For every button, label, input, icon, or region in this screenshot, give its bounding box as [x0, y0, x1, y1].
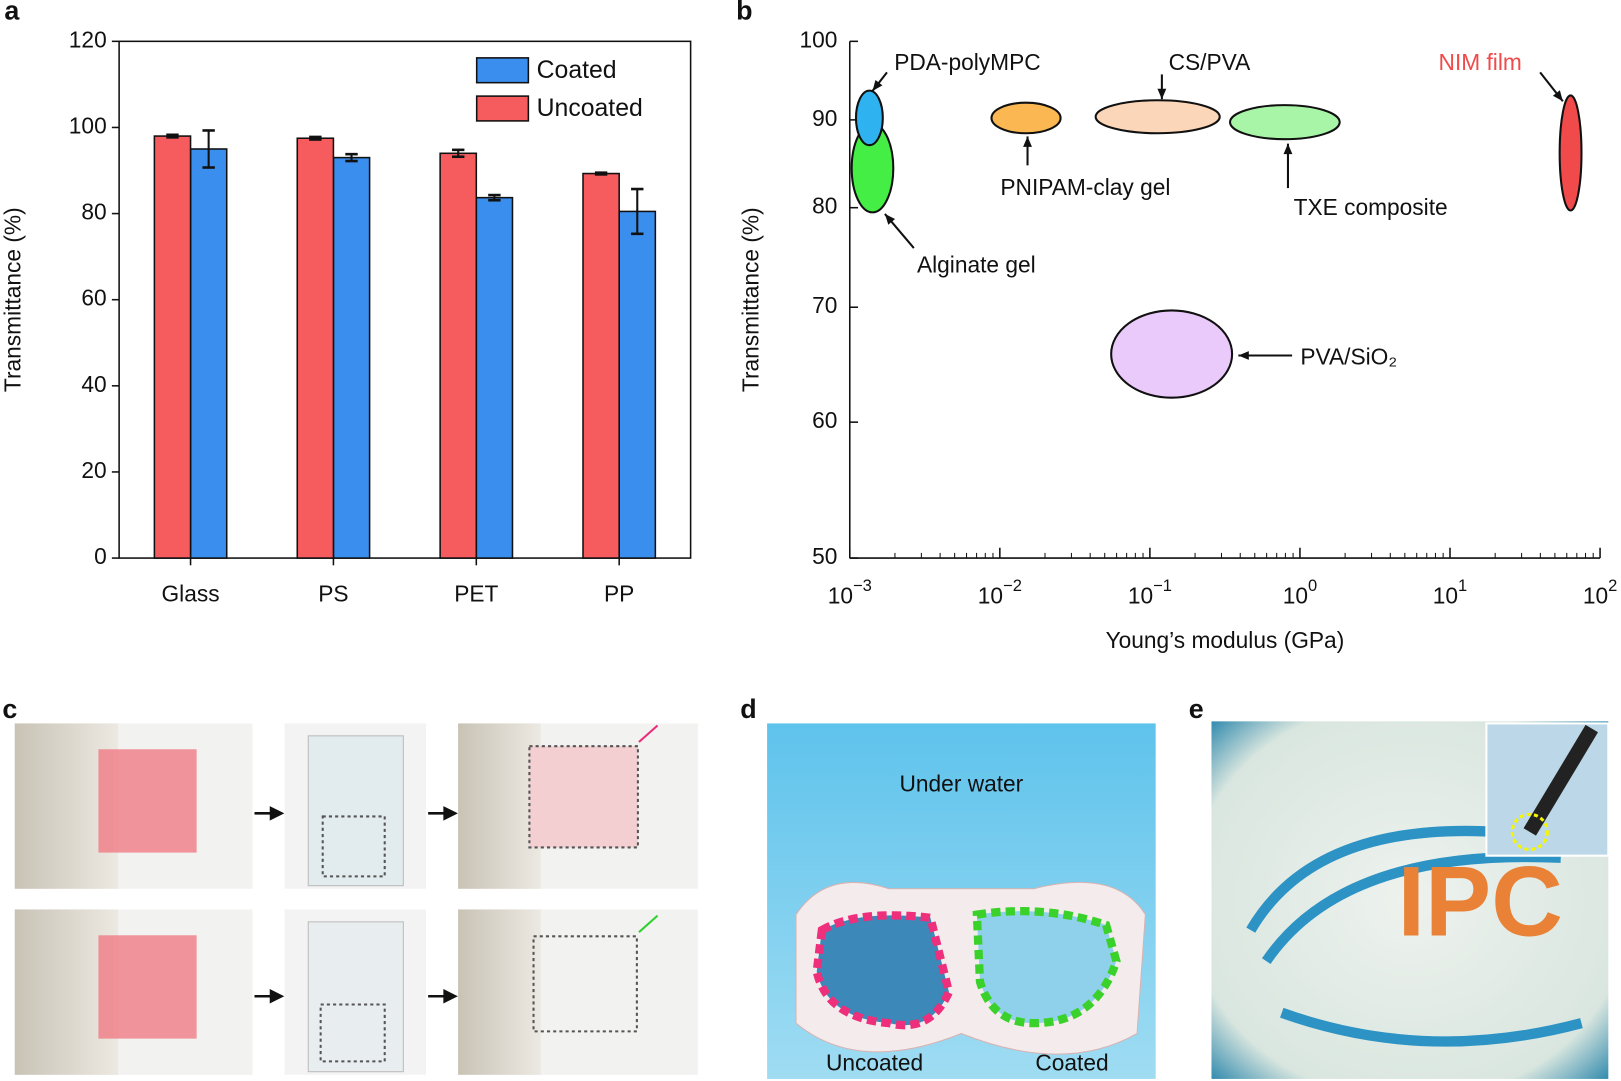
- x-tick-label: 10−2: [978, 576, 1022, 608]
- arrow-head: [1552, 90, 1563, 102]
- dotted-box: [528, 745, 639, 849]
- arrow-head: [1157, 88, 1167, 100]
- region: [990, 101, 1062, 135]
- coated-lens: [972, 907, 1121, 1028]
- stained-film: [98, 749, 197, 853]
- bar: [332, 156, 371, 559]
- panel-label: c: [2, 694, 17, 724]
- bar: [618, 210, 657, 559]
- annotation: Alginate gel: [917, 252, 1036, 278]
- bar: [582, 172, 620, 559]
- region: [1558, 94, 1583, 212]
- beaker: [307, 921, 404, 1073]
- arrow: [638, 724, 659, 743]
- uncoated-lens: [812, 911, 954, 1030]
- stained-film: [98, 935, 197, 1039]
- y-tick-label: 20: [81, 457, 106, 483]
- legend-swatch: [475, 95, 530, 122]
- dotted-box: [321, 815, 386, 878]
- panel-label: b: [736, 0, 752, 25]
- y-tick-label: 50: [812, 543, 837, 569]
- region: [854, 89, 884, 147]
- glove: [458, 909, 541, 1075]
- y-tick-label: 80: [81, 199, 106, 225]
- region: [1094, 99, 1221, 135]
- photo-series: [14, 723, 698, 1075]
- y-tick-label: 70: [812, 292, 837, 318]
- logo-text: IPC: [1397, 847, 1562, 958]
- annotation: PNIPAM-clay gel: [1000, 174, 1170, 200]
- x-axis-label: Young’s modulus (GPa): [1106, 627, 1345, 653]
- x-tick-label: PP: [604, 580, 634, 606]
- x-tick-label: 100: [1283, 576, 1317, 608]
- bar: [475, 196, 514, 559]
- arrow-head: [884, 213, 896, 225]
- annotation: NIM film: [1439, 49, 1522, 75]
- y-tick-label: 100: [799, 26, 837, 52]
- legend-label: Uncoated: [537, 95, 643, 122]
- caption: Coated: [1035, 1049, 1108, 1075]
- y-tick-label: 40: [81, 371, 106, 397]
- x-tick-label: 101: [1433, 576, 1467, 608]
- glove: [458, 723, 541, 889]
- bar: [439, 152, 478, 559]
- y-tick-label: 100: [69, 112, 107, 138]
- annotation: PVA/SiO₂: [1300, 344, 1397, 370]
- x-tick-label: PS: [318, 580, 348, 606]
- arrow-head: [1023, 136, 1032, 147]
- panel-label: d: [740, 694, 756, 724]
- arrow-head: [1238, 351, 1249, 360]
- beaker: [307, 735, 404, 887]
- panel-label: a: [4, 0, 20, 25]
- y-tick-label: 0: [94, 543, 107, 569]
- bar: [296, 137, 335, 559]
- panel-label: e: [1189, 694, 1204, 724]
- probe: [1523, 724, 1598, 836]
- arrow-head: [1283, 143, 1293, 155]
- annotation: PDA-polyMPC: [894, 49, 1040, 75]
- x-tick-label: 102: [1583, 576, 1617, 608]
- annotation: TXE composite: [1294, 194, 1448, 220]
- region: [1228, 104, 1341, 141]
- legend-swatch: [475, 57, 530, 84]
- y-tick-label: 90: [812, 105, 837, 131]
- caption: Uncoated: [826, 1049, 923, 1075]
- region: [1110, 309, 1234, 399]
- highlight: [1510, 812, 1549, 852]
- y-axis-label: Transmittance (%): [0, 207, 26, 392]
- dotted-box: [532, 935, 638, 1033]
- y-tick-label: 80: [812, 193, 837, 219]
- x-tick-label: PET: [454, 580, 498, 606]
- x-tick-label: 10−3: [828, 576, 872, 608]
- x-tick-label: Glass: [162, 580, 220, 606]
- y-tick-label: 60: [81, 285, 106, 311]
- y-axis-label: Transmittance (%): [738, 207, 764, 392]
- caption: Under water: [900, 770, 1024, 796]
- photo: IPC: [1211, 721, 1610, 1079]
- bar: [153, 135, 192, 559]
- y-tick-label: 60: [812, 407, 837, 433]
- legend-label: Coated: [537, 57, 617, 84]
- arrow: [638, 914, 659, 933]
- arrows: [254, 806, 458, 1004]
- dotted-box: [319, 1003, 386, 1063]
- y-tick-label: 120: [69, 26, 107, 52]
- annotation: CS/PVA: [1169, 49, 1251, 75]
- bar: [189, 148, 228, 559]
- photo: Under water Uncoated Coated: [767, 723, 1156, 1079]
- x-tick-label: 10−1: [1128, 576, 1172, 608]
- arrow-head: [872, 79, 883, 91]
